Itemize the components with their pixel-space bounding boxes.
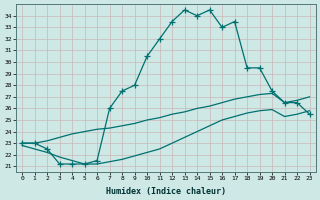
X-axis label: Humidex (Indice chaleur): Humidex (Indice chaleur) <box>106 187 226 196</box>
